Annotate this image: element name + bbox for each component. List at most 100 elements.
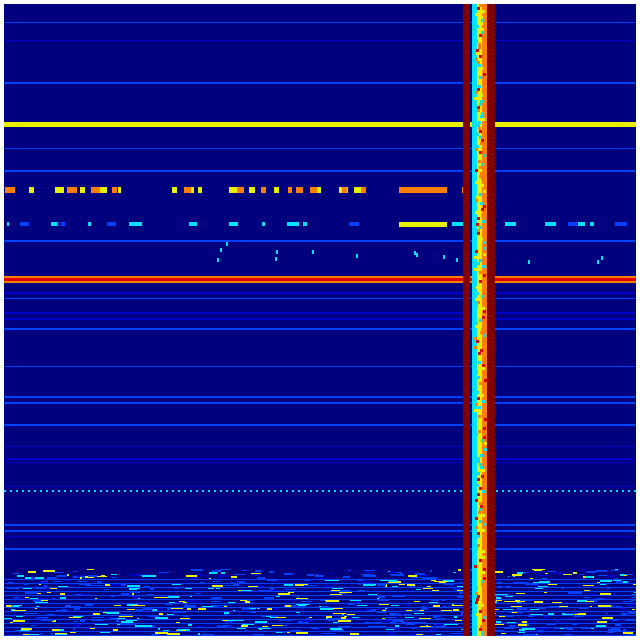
row-dot: [538, 490, 540, 492]
noise-cell: [493, 608, 499, 610]
noise-cell: [585, 600, 594, 602]
noise-cell: [25, 597, 29, 599]
column-noise: [481, 385, 485, 388]
row-segment: [597, 259, 600, 264]
noise-cell: [187, 608, 192, 611]
noise-cell: [192, 600, 204, 602]
noise-cell: [210, 601, 221, 603]
noise-cell: [342, 617, 352, 619]
noise-cell: [250, 612, 257, 614]
row-dot: [412, 490, 414, 492]
column-noise: [477, 85, 481, 88]
column-cyan: [472, 4, 477, 636]
noise-cell: [383, 588, 394, 590]
column-noise: [481, 400, 485, 403]
row-dot: [448, 490, 450, 492]
noise-cell: [241, 625, 248, 628]
column-noise: [481, 328, 485, 331]
noise-cell: [9, 581, 13, 583]
noise-cell: [190, 577, 198, 580]
noise-cell: [326, 599, 339, 602]
noise-cell: [542, 615, 549, 618]
noise-cell: [136, 580, 142, 582]
noise-cell: [350, 630, 355, 632]
noise-cell: [84, 583, 91, 586]
row-dot: [196, 490, 198, 492]
column-noise: [480, 94, 484, 97]
row-line: [4, 530, 636, 532]
noise-cell: [95, 623, 109, 625]
noise-cell: [604, 597, 610, 600]
noise-cell: [284, 600, 299, 602]
row-line: [4, 424, 636, 426]
noise-cell: [378, 622, 382, 624]
noise-cell: [503, 609, 513, 611]
noise-cell: [379, 625, 387, 627]
noise-cell: [137, 612, 142, 614]
noise-cell: [551, 601, 563, 603]
row-segment: [6, 222, 9, 226]
column-noise: [477, 460, 481, 463]
noise-cell: [419, 621, 425, 623]
column-noise: [481, 550, 485, 553]
noise-cell: [436, 625, 447, 628]
noise-cell: [535, 633, 539, 635]
noise-cell: [67, 604, 70, 607]
noise-cell: [588, 627, 595, 630]
row-dot: [574, 490, 576, 492]
row-line: [4, 595, 636, 596]
noise-cell: [398, 583, 405, 585]
column-noise: [477, 361, 481, 364]
noise-cell: [74, 625, 80, 628]
noise-cell: [208, 572, 218, 575]
row-segment: [111, 187, 118, 193]
noise-cell: [454, 588, 460, 591]
row-dot: [244, 490, 246, 492]
row-dot: [346, 490, 348, 492]
column-noise: [480, 112, 484, 115]
column-noise: [475, 148, 479, 151]
column-noise: [482, 118, 486, 121]
noise-cell: [62, 608, 67, 611]
noise-cell: [97, 580, 103, 583]
column-noise: [478, 43, 482, 46]
column-noise: [479, 451, 482, 454]
row-segment: [262, 222, 265, 226]
row-dot: [586, 490, 588, 492]
column-noise: [478, 127, 482, 130]
noise-cell: [524, 583, 539, 586]
column-noise: [477, 457, 481, 460]
noise-cell: [13, 597, 20, 599]
noise-cell: [514, 600, 526, 603]
noise-cell: [132, 592, 135, 595]
column-noise: [474, 181, 478, 184]
row-segment: [171, 187, 178, 193]
noise-cell: [248, 601, 253, 603]
noise-cell: [38, 597, 47, 600]
noise-cell: [13, 572, 20, 574]
column-noise: [479, 487, 483, 490]
noise-cell: [553, 628, 564, 630]
row-line: [4, 603, 636, 604]
noise-cell: [508, 625, 515, 628]
noise-cell: [444, 583, 454, 586]
noise-cell: [41, 599, 48, 601]
column-noise: [482, 469, 486, 472]
column-noise: [478, 160, 482, 163]
noise-cell: [67, 574, 70, 577]
row-dot: [328, 490, 330, 492]
noise-cell: [285, 589, 296, 591]
noise-cell: [158, 633, 167, 635]
noise-cell: [39, 632, 43, 634]
column-noise: [475, 370, 479, 373]
noise-cell: [143, 607, 153, 610]
column-noise: [474, 337, 478, 340]
noise-cell: [524, 571, 529, 573]
column-noise: [478, 415, 482, 418]
noise-cell: [180, 617, 190, 619]
column-noise: [476, 472, 480, 475]
noise-cell: [16, 575, 24, 577]
column-noise: [476, 412, 480, 415]
row-line: [4, 458, 636, 460]
column-noise: [474, 91, 478, 94]
